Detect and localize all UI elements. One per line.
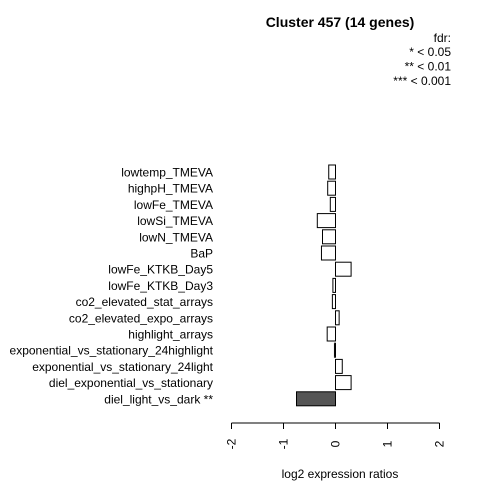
bar — [320, 245, 336, 261]
category-label: diel_exponential_vs_stationary — [49, 376, 213, 390]
legend-title: fdr: — [434, 31, 451, 45]
chart-title: Cluster 457 (14 genes) — [266, 14, 415, 30]
x-tick-label: -1 — [277, 438, 291, 449]
bar — [328, 164, 336, 180]
category-label: lowN_TMEVA — [139, 230, 213, 244]
category-label: exponential_vs_stationary_24light — [32, 360, 213, 374]
category-label: highlight_arrays — [128, 328, 213, 342]
bar — [322, 229, 336, 245]
category-label: highpH_TMEVA — [128, 182, 213, 196]
x-axis: -2 -1 0 1 2 — [225, 422, 447, 449]
category-label: BaP — [190, 247, 213, 261]
bar — [296, 391, 336, 407]
category-label: lowFe_TMEVA — [134, 198, 213, 212]
category-label: lowtemp_TMEVA — [121, 166, 213, 180]
legend-entry: * < 0.05 — [409, 45, 451, 59]
bar — [335, 375, 352, 391]
legend: fdr:* < 0.05** < 0.01*** < 0.001 — [393, 31, 451, 88]
category-label: lowFe_KTKB_Day3 — [108, 279, 213, 293]
bar — [332, 277, 336, 293]
legend-entry: ** < 0.01 — [405, 60, 452, 74]
category-labels: lowtemp_TMEVA highpH_TMEVA lowFe_TMEVA lowS… — [10, 166, 214, 407]
bar — [333, 342, 336, 358]
x-tick-label: 1 — [381, 440, 395, 447]
category-label: diel_light_vs_dark ** — [104, 392, 213, 406]
bar — [316, 213, 336, 229]
x-axis-title: log2 expression ratios — [282, 467, 399, 481]
bar — [329, 196, 336, 212]
bars — [296, 164, 352, 407]
category-label: co2_elevated_stat_arrays — [76, 295, 213, 309]
category-label: lowFe_KTKB_Day5 — [108, 263, 213, 277]
bar — [335, 310, 340, 326]
bar — [327, 180, 337, 196]
bar — [335, 261, 352, 277]
legend-entry: *** < 0.001 — [393, 74, 451, 88]
x-tick-label: 2 — [433, 440, 447, 447]
x-tick-label: -2 — [225, 438, 239, 449]
category-label: exponential_vs_stationary_24highlight — [10, 344, 214, 358]
bar — [331, 294, 337, 310]
x-tick-label: 0 — [329, 440, 343, 447]
category-label: lowSi_TMEVA — [137, 214, 213, 228]
bar — [335, 358, 343, 374]
bar — [326, 326, 336, 342]
category-label: co2_elevated_expo_arrays — [69, 311, 213, 325]
